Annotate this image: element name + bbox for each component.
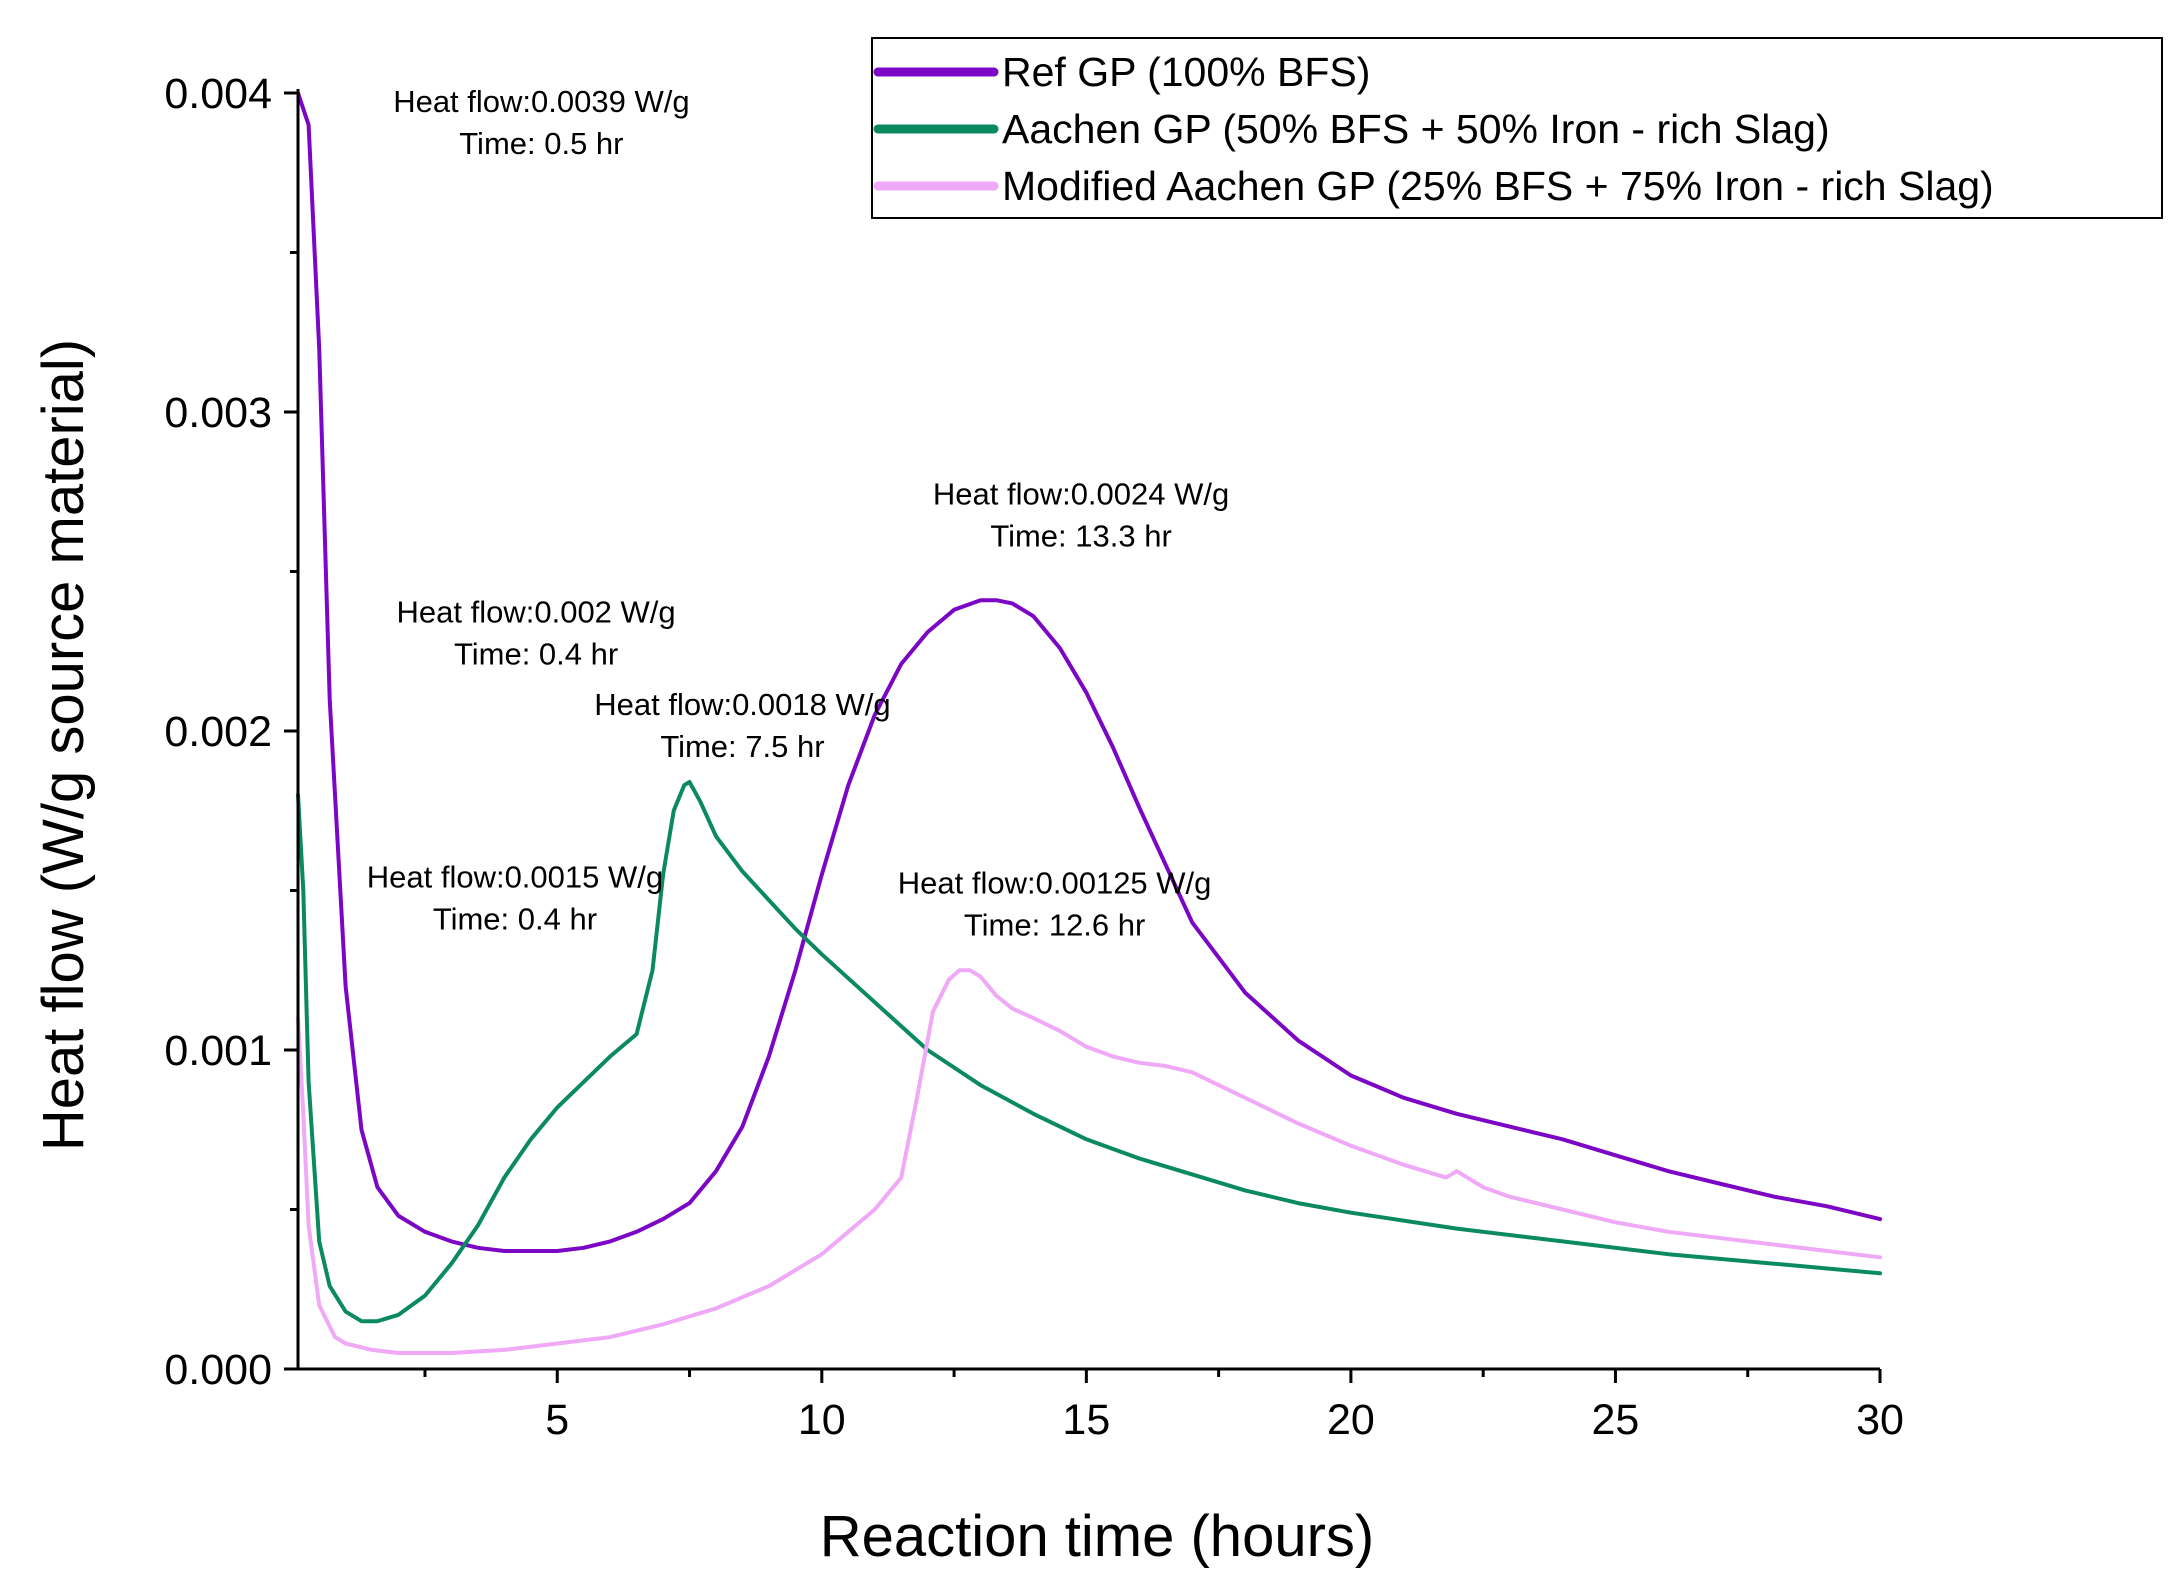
annotation-time: Time: 0.4 hr [433, 901, 597, 936]
annotation-time: Time: 7.5 hr [660, 729, 824, 764]
y-tick-label: 0.000 [164, 1346, 272, 1394]
y-tick-label: 0.001 [164, 1027, 272, 1075]
legend-label: Ref GP (100% BFS) [1002, 49, 1370, 95]
x-tick-label: 5 [545, 1396, 569, 1444]
x-tick-label: 20 [1327, 1396, 1375, 1444]
annotation-heat-flow: Heat flow:0.0018 W/g [594, 687, 890, 722]
annotation-layer: Heat flow:0.0039 W/g Time: 0.5 hr Heat flo… [367, 84, 1230, 943]
series-layer [296, 91, 1882, 1355]
legend-box [871, 37, 2163, 219]
x-axis-title: Reaction time (hours) [820, 1504, 1374, 1569]
annotation-heat-flow: Heat flow:0.00125 W/g [898, 866, 1212, 901]
legend-label: Modified Aachen GP (25% BFS + 75% Iron -… [1002, 163, 1994, 209]
series-line-1 [296, 91, 1882, 1253]
annotation-time: Time: 12.6 hr [964, 908, 1145, 943]
x-tick-label: 25 [1592, 1396, 1640, 1444]
legend: Ref GP (100% BFS) Aachen GP (50% BFS + 50… [871, 37, 2163, 219]
annotation-heat-flow: Heat flow:0.0039 W/g [393, 84, 689, 119]
y-axis-title: Heat flow (W/g source material) [31, 339, 96, 1151]
annotation-time: Time: 0.5 hr [459, 126, 623, 161]
y-tick-label: 0.004 [164, 70, 272, 118]
annotation-heat-flow: Heat flow:0.0015 W/g [367, 859, 663, 894]
y-tick-label: 0.002 [164, 708, 272, 756]
annotation-time: Time: 13.3 hr [990, 519, 1171, 554]
y-tick-label: 0.003 [164, 389, 272, 437]
annotation-heat-flow: Heat flow:0.0024 W/g [933, 477, 1229, 512]
x-tick-label: 30 [1856, 1396, 1904, 1444]
series-line-2 [296, 780, 1882, 1324]
series-line-3 [296, 968, 1882, 1355]
axes-layer: 0.000 0.001 0.002 0.003 0.004 5 10 15 20 25 30 [164, 70, 1904, 1444]
annotation-heat-flow: Heat flow:0.002 W/g [397, 595, 676, 630]
annotation-time: Time: 0.4 hr [454, 637, 618, 672]
legend-label: Aachen GP (50% BFS + 50% Iron - rich Sla… [1002, 106, 1830, 152]
x-tick-label: 15 [1062, 1396, 1110, 1444]
x-tick-label: 10 [798, 1396, 846, 1444]
